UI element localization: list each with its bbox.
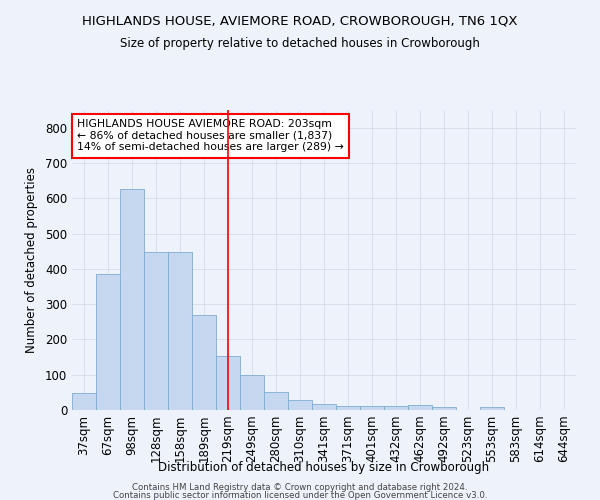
Bar xyxy=(120,190,144,410)
Bar xyxy=(288,400,312,410)
Bar xyxy=(144,252,168,410)
Text: Distribution of detached houses by size in Crowborough: Distribution of detached houses by size … xyxy=(158,461,490,474)
Bar xyxy=(408,404,432,410)
Bar xyxy=(72,394,96,410)
Bar xyxy=(360,406,384,410)
Bar xyxy=(384,406,408,410)
Text: HIGHLANDS HOUSE AVIEMORE ROAD: 203sqm
← 86% of detached houses are smaller (1,83: HIGHLANDS HOUSE AVIEMORE ROAD: 203sqm ← … xyxy=(77,119,344,152)
Bar xyxy=(264,392,288,410)
Bar xyxy=(240,374,264,410)
Text: Contains public sector information licensed under the Open Government Licence v3: Contains public sector information licen… xyxy=(113,492,487,500)
Bar xyxy=(216,356,240,410)
Bar xyxy=(312,404,336,410)
Bar xyxy=(336,406,360,410)
Bar xyxy=(96,274,120,410)
Bar xyxy=(192,316,216,410)
Text: Contains HM Land Registry data © Crown copyright and database right 2024.: Contains HM Land Registry data © Crown c… xyxy=(132,483,468,492)
Bar xyxy=(432,407,456,410)
Text: HIGHLANDS HOUSE, AVIEMORE ROAD, CROWBOROUGH, TN6 1QX: HIGHLANDS HOUSE, AVIEMORE ROAD, CROWBORO… xyxy=(82,15,518,28)
Bar xyxy=(168,252,192,410)
Bar xyxy=(480,407,504,410)
Text: Size of property relative to detached houses in Crowborough: Size of property relative to detached ho… xyxy=(120,38,480,51)
Y-axis label: Number of detached properties: Number of detached properties xyxy=(25,167,38,353)
